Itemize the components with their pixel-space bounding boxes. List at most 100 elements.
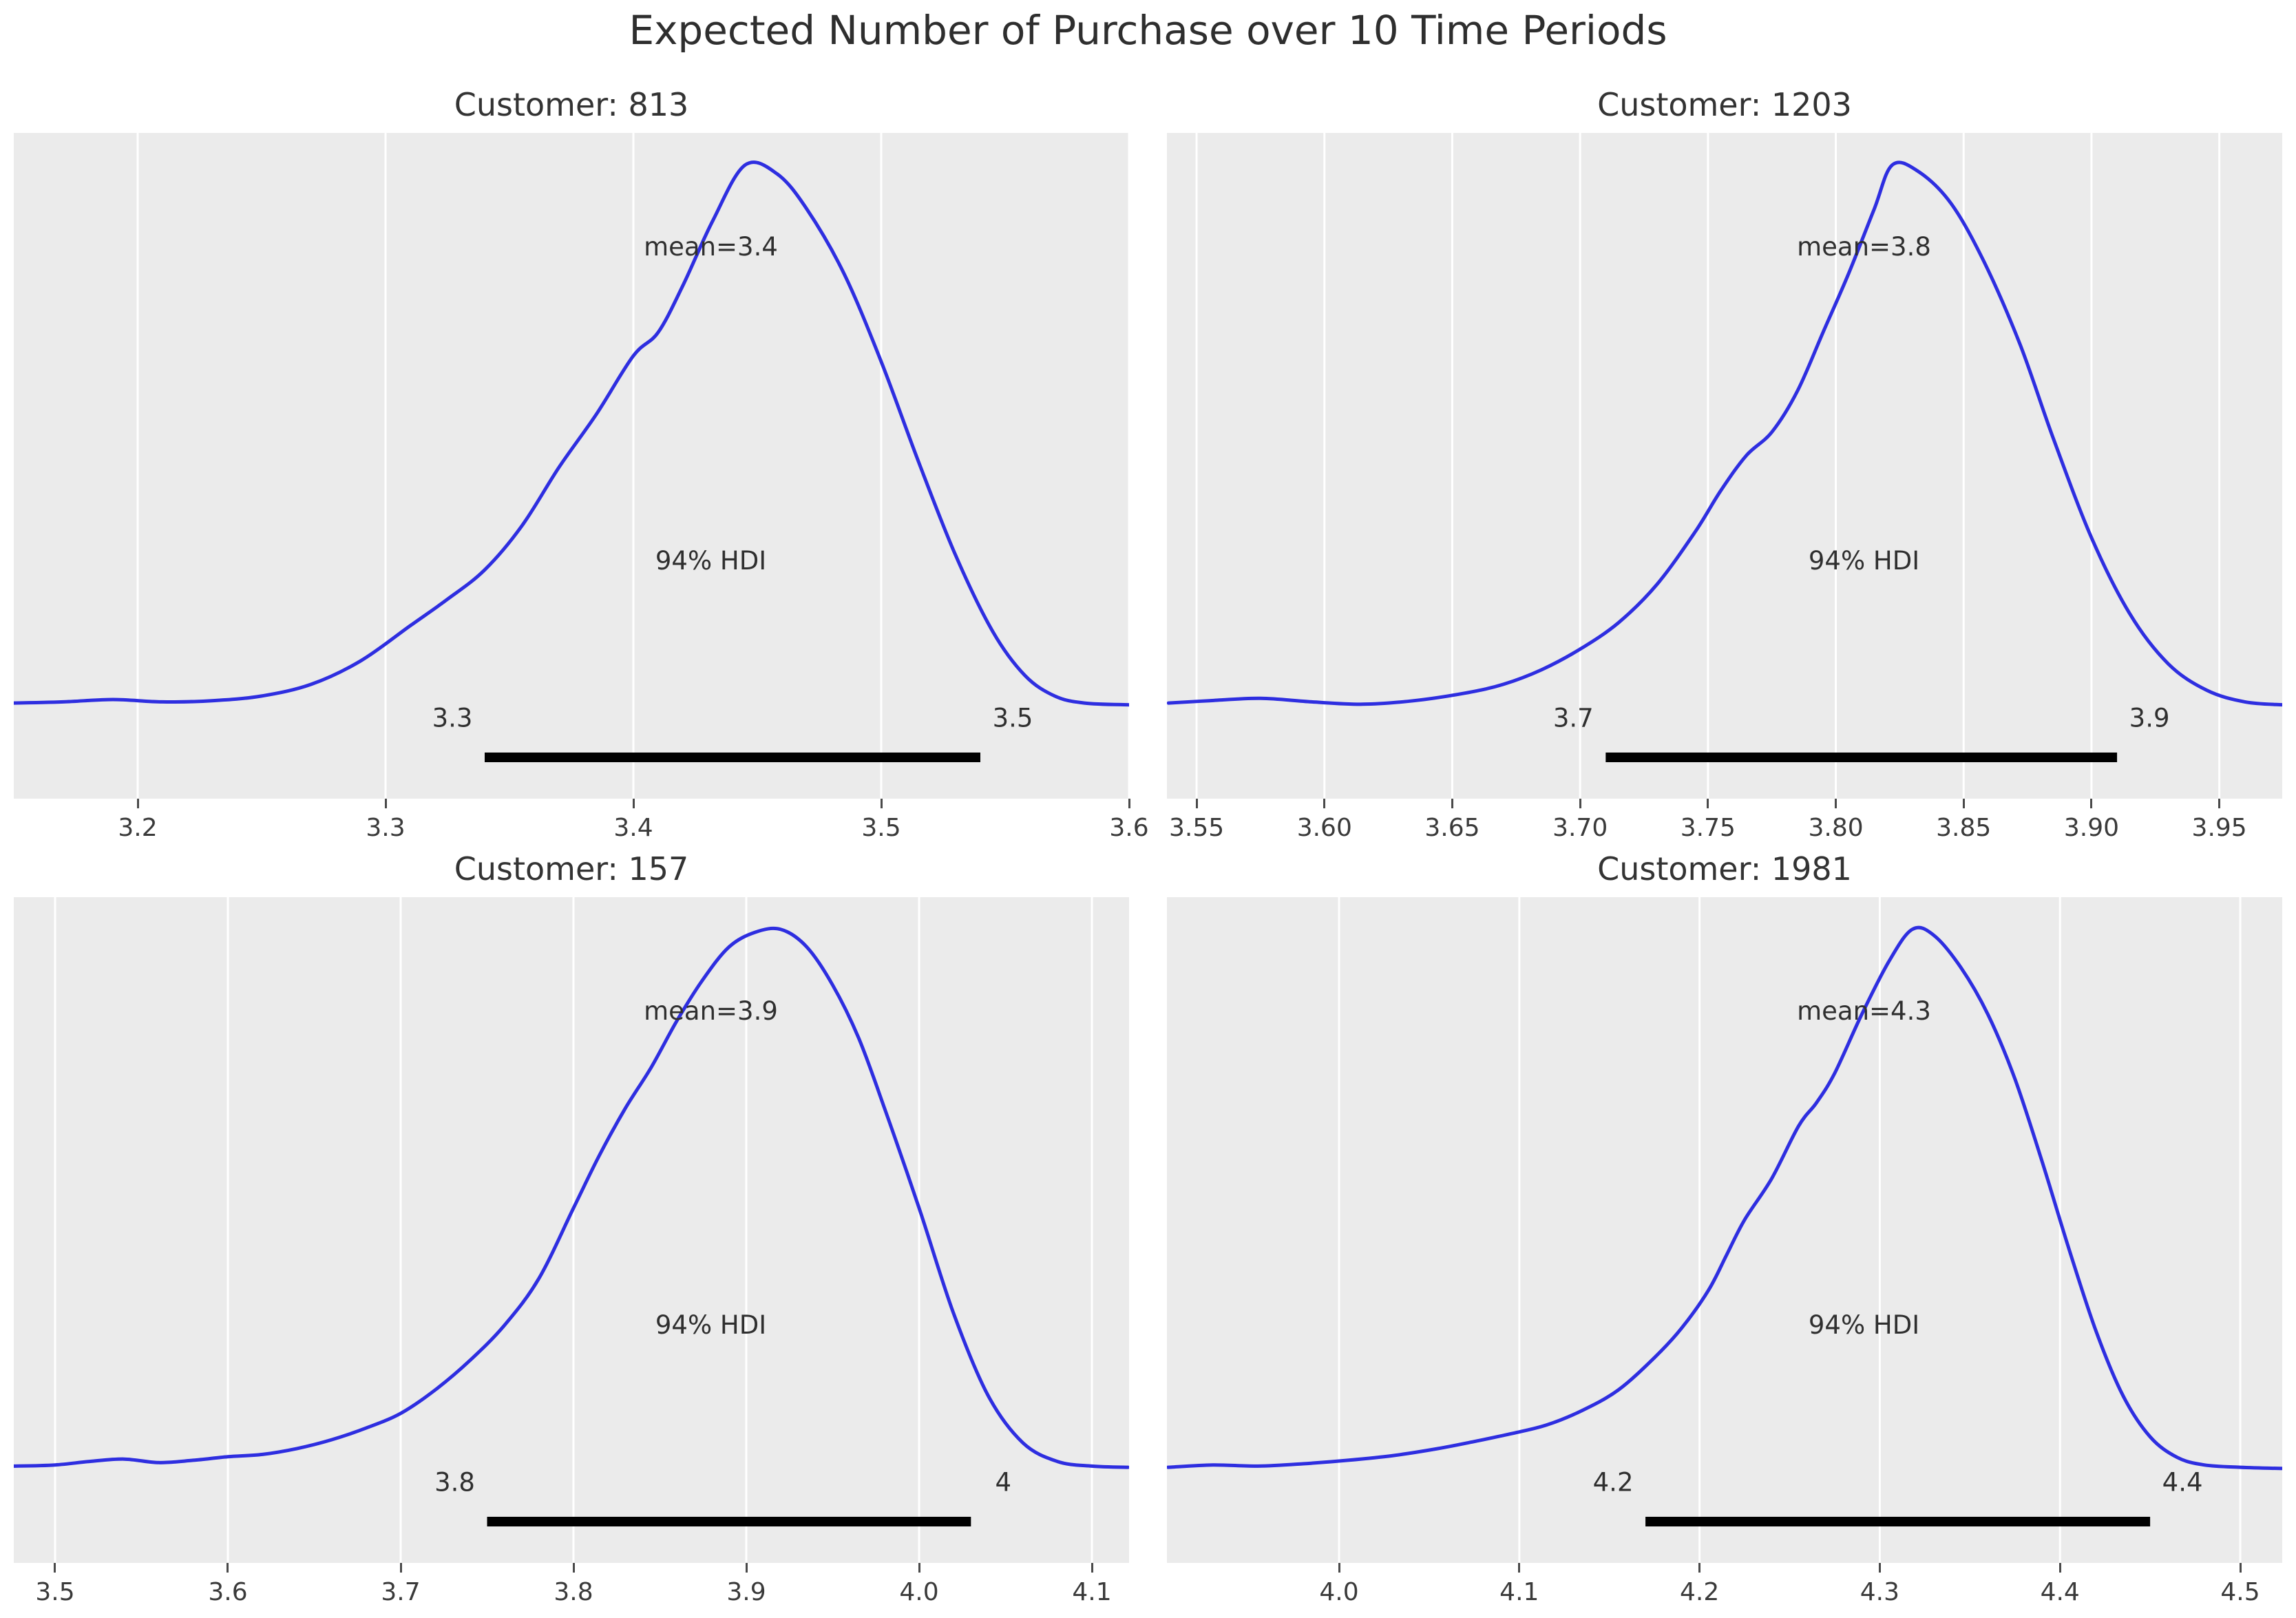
x-tick-label: 3.90 (2063, 814, 2120, 842)
x-tick-label: 3.5 (861, 814, 901, 842)
x-tick (880, 799, 883, 808)
figure-title: Expected Number of Purchase over 10 Time… (629, 7, 1667, 54)
kde-curve (1167, 160, 2282, 707)
kde-plot: mean=3.4 94% HDI 3.3 3.5 (14, 133, 1129, 799)
x-tick-label: 4.1 (1072, 1578, 1112, 1606)
x-axis: 4.0 4.1 4.2 4.3 4.4 4.5 (1167, 1563, 2282, 1618)
hdi-upper-value: 4 (996, 1467, 1012, 1497)
x-tick (918, 1563, 920, 1573)
x-tick (1338, 1563, 1340, 1573)
x-tick-label: 3.95 (2191, 814, 2247, 842)
x-tick-label: 3.7 (381, 1578, 421, 1606)
x-tick-label: 3.70 (1552, 814, 1608, 842)
x-tick (136, 799, 139, 808)
kde-plot: mean=3.8 94% HDI 3.7 3.9 (1167, 133, 2282, 799)
x-tick (54, 1563, 56, 1573)
subplot-customer-1981: Customer: 1981 mean=4.3 94% HDI 4.2 4.4 4.0… (1167, 840, 2282, 1618)
x-tick-label: 3.5 (35, 1578, 75, 1606)
x-tick (2058, 1563, 2061, 1573)
x-tick (1878, 1563, 1881, 1573)
plot-area: mean=3.4 94% HDI 3.3 3.5 (14, 133, 1129, 799)
x-tick (1698, 1563, 1701, 1573)
x-tick-label: 3.4 (613, 814, 653, 842)
x-tick (399, 1563, 402, 1573)
hdi-annotation: 94% HDI (655, 1310, 766, 1340)
x-tick (1835, 799, 1837, 808)
x-tick (2218, 799, 2221, 808)
plot-area: mean=3.9 94% HDI 3.8 4 (14, 897, 1129, 1563)
subplot-title: Customer: 813 (454, 85, 689, 123)
x-tick (1451, 799, 1453, 808)
x-axis: 3.5 3.6 3.7 3.8 3.9 4.0 4.1 (14, 1563, 1129, 1618)
x-tick (227, 1563, 229, 1573)
x-tick (1128, 799, 1130, 808)
x-tick-label: 4.1 (1499, 1578, 1539, 1606)
x-tick (2239, 1563, 2242, 1573)
mean-annotation: mean=3.9 (644, 996, 778, 1026)
hdi-upper-value: 3.9 (2129, 703, 2170, 733)
kde-curve (14, 926, 1129, 1469)
x-tick-label: 3.80 (1808, 814, 1864, 842)
plot-area: mean=4.3 94% HDI 4.2 4.4 (1167, 897, 2282, 1563)
x-tick-label: 4.2 (1679, 1578, 1720, 1606)
x-tick-label: 3.3 (366, 814, 406, 842)
hdi-bar (487, 1517, 971, 1526)
x-tick-label: 3.75 (1680, 814, 1736, 842)
kde-curve (14, 160, 1129, 707)
hdi-bar (1645, 1517, 2151, 1526)
subplot-customer-1203: Customer: 1203 mean=3.8 94% HDI 3.7 3.9 3.5… (1167, 76, 2282, 854)
kde-curve (1167, 925, 2282, 1471)
x-tick-label: 3.6 (1109, 814, 1149, 842)
hdi-bar (1605, 753, 2118, 762)
x-tick-label: 3.60 (1296, 814, 1352, 842)
hdi-lower-value: 3.8 (434, 1467, 475, 1497)
x-tick (572, 1563, 575, 1573)
x-tick-label: 3.9 (726, 1578, 766, 1606)
x-tick-label: 3.6 (208, 1578, 248, 1606)
x-tick-label: 3.65 (1424, 814, 1480, 842)
kde-plot: mean=3.9 94% HDI 3.8 4 (14, 897, 1129, 1563)
x-tick-label: 4.5 (2220, 1578, 2260, 1606)
subplot-title: Customer: 1981 (1597, 850, 1852, 887)
x-tick (745, 1563, 748, 1573)
x-tick-label: 3.8 (554, 1578, 593, 1606)
x-tick (384, 799, 387, 808)
x-tick (1323, 799, 1326, 808)
mean-annotation: mean=3.4 (644, 232, 778, 262)
hdi-lower-value: 4.2 (1593, 1467, 1634, 1497)
x-tick (1091, 1563, 1093, 1573)
subplot-customer-813: Customer: 813 mean=3.4 94% HDI 3.3 3.5 3.2 3… (14, 76, 1149, 854)
x-tick (632, 799, 635, 808)
x-tick (2090, 799, 2093, 808)
subplot-title: Customer: 157 (454, 850, 689, 887)
x-tick-label: 4.0 (1319, 1578, 1359, 1606)
subplot-title: Customer: 1203 (1597, 85, 1852, 123)
hdi-annotation: 94% HDI (1809, 546, 1919, 576)
hdi-lower-value: 3.3 (432, 703, 473, 733)
x-tick (1579, 799, 1581, 808)
hdi-bar (485, 753, 980, 762)
kde-plot: mean=4.3 94% HDI 4.2 4.4 (1167, 897, 2282, 1563)
x-tick (1707, 799, 1709, 808)
x-tick-label: 3.55 (1169, 814, 1225, 842)
subplot-customer-157: Customer: 157 mean=3.9 94% HDI 3.8 4 3.5 3.6… (14, 840, 1129, 1618)
hdi-lower-value: 3.7 (1553, 703, 1594, 733)
x-tick-label: 3.2 (118, 814, 158, 842)
x-tick (1962, 799, 1965, 808)
hdi-annotation: 94% HDI (655, 546, 766, 576)
x-tick-label: 4.0 (899, 1578, 939, 1606)
x-axis: 3.55 3.60 3.65 3.70 3.75 3.80 3.85 3.90 3.95 (1167, 799, 2282, 854)
plot-area: mean=3.8 94% HDI 3.7 3.9 (1167, 133, 2282, 799)
mean-annotation: mean=4.3 (1797, 996, 1931, 1026)
x-tick (1195, 799, 1198, 808)
x-tick (1518, 1563, 1521, 1573)
hdi-upper-value: 3.5 (993, 703, 1033, 733)
hdi-annotation: 94% HDI (1809, 1310, 1919, 1340)
x-axis: 3.2 3.3 3.4 3.5 3.6 (14, 799, 1149, 854)
mean-annotation: mean=3.8 (1797, 232, 1931, 262)
x-tick-label: 3.85 (1936, 814, 1992, 842)
hdi-upper-value: 4.4 (2162, 1467, 2203, 1497)
x-tick-label: 4.4 (2040, 1578, 2080, 1606)
x-tick-label: 4.3 (1860, 1578, 1900, 1606)
